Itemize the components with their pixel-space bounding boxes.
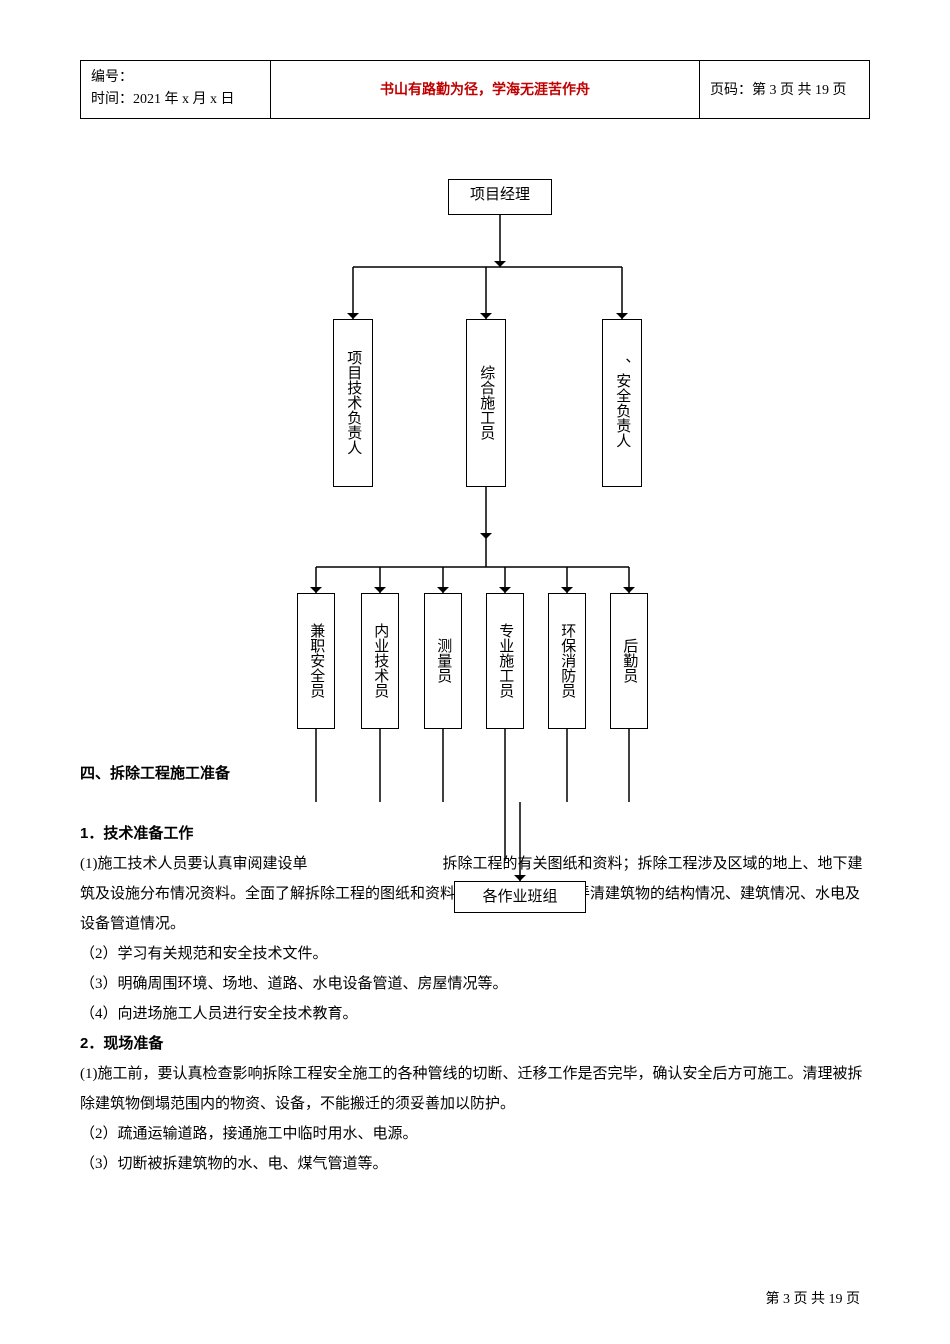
node-n_mid_2: 综合施工员 [466,319,506,487]
section-2-title: 2．现场准备 [80,1029,870,1059]
header-number-label: 编号： [91,67,260,89]
node-n_top: 项目经理 [448,179,552,215]
header-center-cell: 书山有路勤为径，学海无涯苦作舟 [271,61,700,119]
s2-p1: (1)施工前，要认真检查影响拆除工程安全施工的各种管线的切断、迁移工作是否完毕，… [80,1059,870,1119]
node-n_mid_3: 、安全负责人 [602,319,642,487]
node-n_bot_2: 内业技术员 [361,593,399,729]
header-table: 编号： 时间：2021 年 x 月 x 日 书山有路勤为径，学海无涯苦作舟 页码… [80,60,870,119]
s1-p3: （3）明确周围环境、场地、道路、水电设备管道、房屋情况等。 [80,969,870,999]
header-page-label: 页码：第 3 页 共 19 页 [710,83,847,98]
header-left-cell: 编号： 时间：2021 年 x 月 x 日 [81,61,271,119]
node-n_bot_6: 后勤员 [610,593,648,729]
diagram-connectors [170,179,810,919]
footer-page-number: 第 3 页 共 19 页 [766,1288,861,1308]
s1-p4: （4）向进场施工人员进行安全技术教育。 [80,999,870,1029]
header-right-cell: 页码：第 3 页 共 19 页 [700,61,870,119]
node-n_bot_3: 测量员 [424,593,462,729]
header-date-label: 时间：2021 年 x 月 x 日 [91,89,260,111]
node-n_bot_1: 兼职安全员 [297,593,335,729]
s2-p3: （3）切断被拆建筑物的水、电、煤气管道等。 [80,1149,870,1179]
node-n_bot_4: 专业施工员 [486,593,524,729]
s1-p2: （2）学习有关规范和安全技术文件。 [80,939,870,969]
node-n_mid_1: 项目技术负责人 [333,319,373,487]
node-n_bot_5: 环保消防员 [548,593,586,729]
org-chart-diagram: 项目经理项目技术负责人 综合施工员 、安全负责人兼职安全员内业技术员测量员专业施工员… [170,179,810,909]
header-motto: 书山有路勤为径，学海无涯苦作舟 [380,81,590,97]
page: 编号： 时间：2021 年 x 月 x 日 书山有路勤为径，学海无涯苦作舟 页码… [0,0,950,1344]
node-n_final: 各作业班组 [454,881,586,913]
s2-p2: （2）疏通运输道路，接通施工中临时用水、电源。 [80,1119,870,1149]
